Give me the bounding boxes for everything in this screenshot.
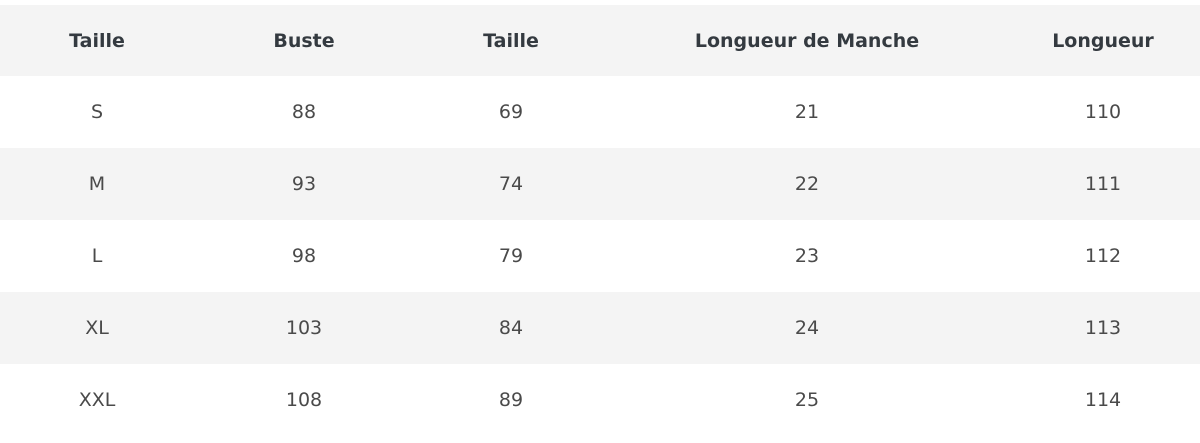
cell-size: L: [91, 245, 103, 267]
cell-sleeve-length: 21: [794, 101, 820, 123]
table-row: L 98 79 23 112: [0, 220, 1200, 292]
table-row: S 88 69 21 110: [0, 76, 1200, 148]
cell-length: 111: [1006, 148, 1200, 220]
cell-bust: 108: [285, 389, 323, 411]
table-row: XL 103 84 24 113: [0, 292, 1200, 364]
cell-waist: 79: [498, 245, 524, 267]
table-row: M 93 74 22 111: [0, 148, 1200, 220]
header-row: Taille Buste Taille Longueur de Manche L…: [0, 5, 1200, 76]
cell-bust: 88: [291, 101, 317, 123]
cell-waist: 74: [414, 148, 608, 220]
cell-sleeve-length: 25: [794, 389, 820, 411]
cell-bust: 103: [194, 292, 414, 364]
cell-bust: 93: [194, 148, 414, 220]
cell-size: S: [90, 101, 104, 123]
cell-waist: 84: [414, 292, 608, 364]
cell-length: 112: [1084, 245, 1122, 267]
cell-sleeve-length: 23: [794, 245, 820, 267]
cell-sleeve-length: 24: [608, 292, 1006, 364]
header-sleeve-length: Longueur de Manche: [608, 5, 1006, 76]
cell-waist: 89: [498, 389, 524, 411]
cell-sleeve-length: 22: [608, 148, 1006, 220]
header-bust: Buste: [194, 5, 414, 76]
cell-bust: 98: [291, 245, 317, 267]
header-size: Taille: [0, 5, 194, 76]
table-row: XXL 108 89 25 114: [0, 364, 1200, 436]
cell-waist: 69: [498, 101, 524, 123]
header-waist: Taille: [414, 5, 608, 76]
header-length: Longueur: [1006, 5, 1200, 76]
cell-size: XXL: [78, 389, 116, 411]
cell-length: 110: [1084, 101, 1122, 123]
cell-length: 113: [1006, 292, 1200, 364]
cell-size: M: [0, 148, 194, 220]
size-chart-table: Taille Buste Taille Longueur de Manche L…: [0, 5, 1200, 436]
cell-size: XL: [0, 292, 194, 364]
cell-length: 114: [1084, 389, 1122, 411]
